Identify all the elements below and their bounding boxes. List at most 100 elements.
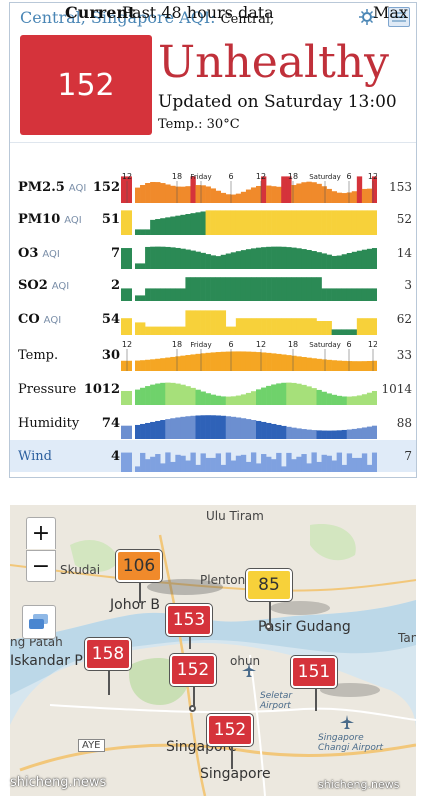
zoom-out-button[interactable]: −	[26, 550, 56, 582]
spark-bar	[160, 183, 166, 203]
spark-bar	[326, 393, 332, 405]
spark-bar	[190, 354, 196, 371]
row-humidity[interactable]: Humidity 74 88	[10, 407, 416, 439]
spark-bar	[326, 321, 332, 335]
title-colon: :	[210, 8, 221, 27]
flag-icon[interactable]	[388, 7, 410, 27]
aqi-marker-johor[interactable]: 106	[116, 550, 162, 582]
spark-bar	[185, 214, 191, 235]
aqi-marker-east[interactable]: 151	[291, 656, 337, 688]
spark-bar	[190, 310, 196, 335]
spark-bar	[250, 318, 257, 335]
spark-bar	[140, 387, 146, 405]
row-pressure[interactable]: Pressure 1012 1014	[10, 373, 416, 405]
row-label: PM10 AQI	[18, 212, 82, 227]
time-tick-label: 6	[228, 172, 233, 181]
aqi-marker-west[interactable]: 158	[85, 638, 131, 670]
spark-bar	[276, 277, 282, 301]
row-label: Wind	[18, 449, 52, 464]
spark-bar	[351, 288, 358, 301]
spark-bar	[150, 181, 156, 203]
spark-bar	[140, 295, 146, 301]
spark-bar	[175, 356, 181, 371]
spark-bar	[225, 351, 232, 371]
spark-bar	[256, 210, 262, 235]
spark-bar	[160, 463, 166, 472]
sparkline-chart: 12 18 Friday 6 12 18 Saturday 6 12	[121, 340, 377, 371]
spark-bar	[175, 326, 181, 335]
row-unit: AQI	[43, 315, 62, 326]
spark-bar	[301, 210, 307, 235]
row-label: SO2 AQI	[18, 278, 69, 293]
row-pm25[interactable]: PM2.5 AQI 152 12 18 Friday 6 12 18 Saturday 6 12 153	[10, 171, 416, 203]
aqi-marker-north[interactable]: 153	[166, 604, 212, 636]
spark-bar	[266, 352, 272, 371]
row-label-text: Temp.	[18, 348, 59, 363]
row-label-text: CO	[18, 312, 40, 327]
spark-bar	[135, 389, 141, 405]
layers-button[interactable]	[22, 605, 56, 639]
time-tick-label: 6	[346, 172, 351, 181]
spark-bar	[331, 430, 337, 439]
aqi-marker-central[interactable]: 152	[170, 654, 216, 686]
row-max-value: 14	[396, 246, 412, 260]
spark-bar	[250, 351, 257, 371]
spark-bar	[180, 326, 186, 335]
spark-bar	[286, 382, 292, 405]
spark-bar	[271, 210, 277, 235]
row-temp[interactable]: Temp. 30 12 18 Friday 6 12 18 Saturday 6 12 33	[10, 339, 416, 371]
spark-bar	[135, 229, 141, 235]
spark-bar	[230, 194, 237, 203]
place-plentong: Plentong	[200, 573, 253, 587]
spark-bar	[371, 176, 377, 203]
spark-bar	[205, 277, 211, 301]
spark-bar	[175, 383, 181, 405]
spark-bar	[150, 219, 156, 235]
spark-bar	[306, 357, 312, 371]
time-tick-label: 6	[346, 340, 351, 349]
spark-bar	[331, 288, 337, 301]
row-label-text: Wind	[18, 449, 52, 464]
spark-bar	[195, 212, 201, 235]
spark-bar	[230, 416, 237, 439]
spark-bar	[245, 351, 252, 371]
aqi-map[interactable]: Ulu Tiram Skudai Plentong Johor B Pasir …	[10, 505, 416, 796]
spark-bar	[225, 326, 232, 335]
spark-bar	[311, 277, 317, 301]
spark-bar	[351, 457, 358, 472]
spark-bar	[220, 192, 227, 203]
spark-bar	[180, 384, 186, 405]
airport-icon	[242, 663, 256, 677]
spark-bar	[135, 424, 141, 439]
row-wind[interactable]: Wind 4 7	[10, 440, 416, 472]
aqi-status: Unhealthy	[158, 37, 389, 88]
spark-bar	[296, 356, 302, 371]
aqi-value-box: 152	[20, 35, 152, 135]
spark-bar	[185, 355, 191, 371]
spark-bar	[341, 329, 348, 335]
spark-bar	[276, 186, 282, 203]
spark-bar	[361, 394, 368, 405]
spark-bar	[150, 359, 156, 371]
aqi-marker-pasir-gudang[interactable]: 85	[246, 569, 292, 601]
spark-bar	[356, 250, 363, 269]
row-pm10[interactable]: PM10 AQI 51 52	[10, 203, 416, 235]
spark-bar	[220, 210, 227, 235]
spark-bar	[336, 255, 343, 269]
spark-bar	[266, 210, 272, 235]
row-max-value: 33	[396, 348, 412, 362]
spark-bar	[230, 351, 237, 371]
settings-icon[interactable]	[356, 7, 378, 27]
aqi-marker-south[interactable]: 152	[207, 714, 253, 746]
time-tick-label: 12	[368, 340, 377, 349]
row-co[interactable]: CO AQI 54 62	[10, 303, 416, 335]
zoom-in-button[interactable]: +	[26, 517, 56, 549]
row-o3[interactable]: O3 AQI 7 14	[10, 237, 416, 269]
spark-bar	[311, 182, 317, 203]
spark-bar	[155, 358, 161, 371]
spark-bar	[240, 394, 247, 405]
spark-bar	[336, 430, 343, 439]
spark-bar	[245, 277, 252, 301]
row-so2[interactable]: SO2 AQI 2 3	[10, 269, 416, 301]
spark-bar	[356, 210, 363, 235]
